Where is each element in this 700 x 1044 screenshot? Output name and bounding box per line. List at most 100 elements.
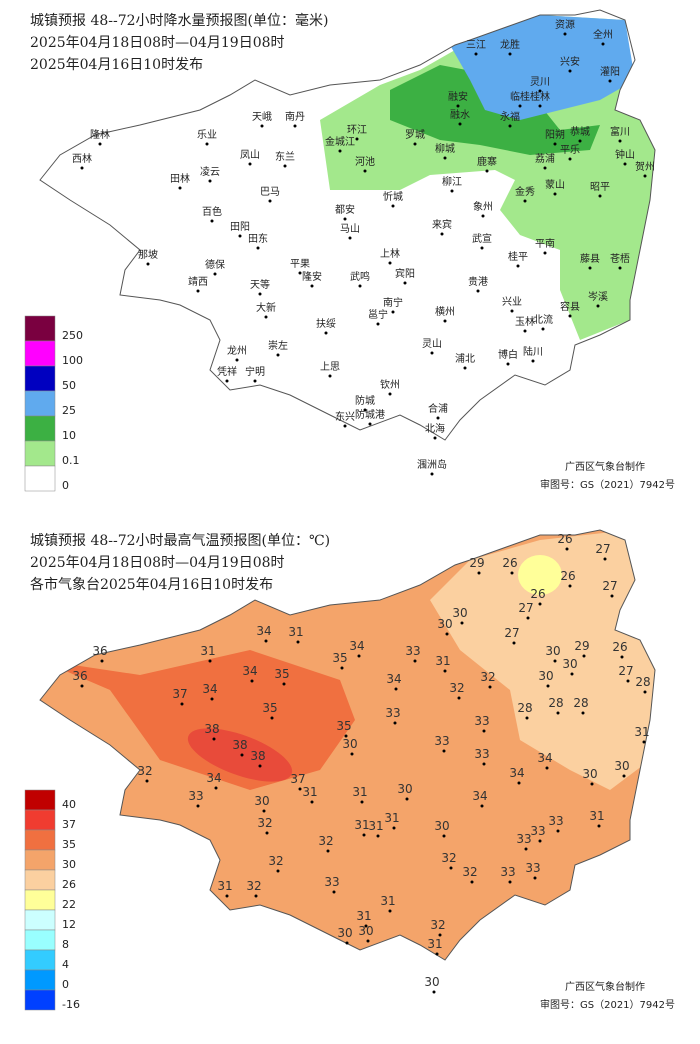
city-label: 罗城 [405, 129, 425, 141]
station-dot [350, 752, 354, 756]
station-dot [517, 781, 521, 785]
city-label: 桂平 [508, 250, 528, 263]
station-dot [208, 659, 212, 663]
station-dot [345, 941, 349, 945]
legend-swatch [24, 869, 56, 891]
temp-value: 31 [356, 909, 371, 923]
temp-value: 36 [92, 644, 107, 658]
station-dot [553, 659, 557, 663]
temp-value: 29 [574, 639, 589, 653]
station-dot [80, 684, 84, 688]
station-dot [262, 809, 266, 813]
city-label: 靖西 [188, 275, 208, 288]
city-dot [598, 194, 602, 198]
city-dot [440, 232, 444, 236]
city-label: 扶绥 [316, 317, 336, 330]
city-dot [363, 408, 367, 412]
legend-label: 12 [62, 918, 76, 931]
station-dot [298, 787, 302, 791]
station-dot [442, 749, 446, 753]
city-label: 崇左 [268, 339, 288, 352]
legend-swatch [24, 989, 56, 1011]
city-label: 象州 [473, 201, 493, 213]
legend-swatch [24, 390, 56, 417]
station-dot [538, 839, 542, 843]
city-dot [474, 52, 478, 56]
city-dot [568, 157, 572, 161]
station-dot [525, 716, 529, 720]
station-dot [508, 880, 512, 884]
temp-value: 30 [424, 975, 439, 989]
legend-swatch [24, 829, 56, 851]
city-label: 荔浦 [535, 152, 555, 165]
city-dot [541, 327, 545, 331]
city-dot [516, 264, 520, 268]
temp-value: 33 [405, 644, 420, 658]
city-dot [368, 422, 372, 426]
city-dot [283, 164, 287, 168]
temp-value: 31 [384, 811, 399, 825]
city-label: 藤县 [580, 253, 600, 265]
city-label: 龙胜 [500, 38, 520, 51]
temp-value: 33 [548, 814, 563, 828]
map-title: 城镇预报 48--72小时降水量预报图(单位：毫米) [30, 12, 328, 29]
city-dot [98, 142, 102, 146]
station-dot [282, 682, 286, 686]
temp-value: 35 [336, 719, 351, 733]
station-dot [270, 716, 274, 720]
temp-value: 30 [337, 926, 352, 940]
city-label: 那坡 [138, 248, 158, 261]
city-label: 田林 [170, 172, 190, 185]
temp-value: 33 [385, 706, 400, 720]
temp-value: 27 [618, 664, 633, 678]
city-label: 百色 [202, 205, 222, 218]
city-label: 德保 [205, 258, 225, 271]
temp-value: 30 [582, 767, 597, 781]
city-dot [568, 314, 572, 318]
temp-value: 30 [452, 606, 467, 620]
station-dot [214, 786, 218, 790]
station-dot [457, 696, 461, 700]
city-label: 浦北 [455, 352, 475, 365]
city-dot [248, 162, 252, 166]
city-dot [436, 416, 440, 420]
city-label: 蒙山 [545, 178, 565, 191]
station-dot [597, 824, 601, 828]
temp-value: 38 [250, 749, 265, 763]
city-dot [430, 472, 434, 476]
legend-swatch [24, 365, 56, 392]
legend-label: 0 [62, 479, 69, 492]
station-dot [310, 800, 314, 804]
station-dot [442, 834, 446, 838]
city-label: 容县 [560, 300, 580, 313]
station-dot [570, 672, 574, 676]
credit: 广西区气象台制作 [565, 460, 645, 473]
temp-value: 26 [530, 587, 545, 601]
city-label: 来宾 [432, 218, 452, 231]
station-dot [240, 753, 244, 757]
city-label: 苍梧 [610, 252, 630, 265]
station-dot [488, 685, 492, 689]
station-dot [376, 834, 380, 838]
city-label: 东兰 [275, 150, 295, 163]
legend-swatch [24, 465, 56, 492]
city-dot [506, 362, 510, 366]
city-dot [310, 284, 314, 288]
city-label: 武宣 [472, 232, 492, 245]
city-label: 兴安 [560, 55, 580, 68]
temp-value: 37 [290, 772, 305, 786]
city-dot [358, 284, 362, 288]
city-dot [588, 266, 592, 270]
temp-value: 31 [589, 809, 604, 823]
credit: 审图号：GS（2021）7942号 [540, 478, 675, 491]
temp-value: 32 [480, 670, 495, 684]
city-dot [433, 436, 437, 440]
station-dot [643, 690, 647, 694]
station-dot [610, 594, 614, 598]
legend-swatch [24, 949, 56, 971]
temp-value: 32 [441, 851, 456, 865]
city-label: 临桂 [510, 90, 530, 103]
station-dot [413, 659, 417, 663]
temp-value: 31 [427, 937, 442, 951]
temp-value: 30 [434, 819, 449, 833]
